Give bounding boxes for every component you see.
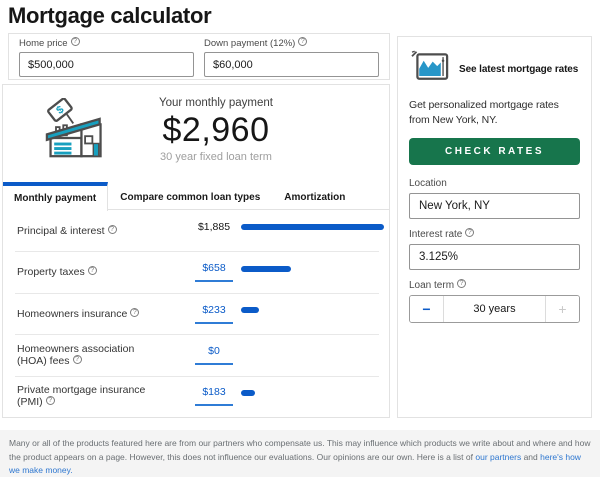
disclaimer-text: and bbox=[521, 451, 541, 462]
down-payment-field-group: Down payment (12%)? bbox=[204, 37, 379, 79]
help-icon[interactable]: ? bbox=[45, 396, 55, 406]
breakdown-row-value[interactable]: $658 bbox=[195, 262, 233, 283]
payment-summary-card: $ Your monthly payment $2,960 30 year fi… bbox=[2, 84, 390, 418]
help-icon[interactable]: ? bbox=[298, 37, 308, 46]
loan-term-decrement-button[interactable]: − bbox=[410, 296, 444, 323]
loan-inputs-card: Home price? Down payment (12%)? bbox=[8, 33, 390, 80]
help-icon[interactable]: ? bbox=[72, 354, 82, 364]
check-rates-button[interactable]: CHECK RATES bbox=[409, 138, 580, 166]
home-price-input[interactable] bbox=[19, 52, 194, 77]
interest-rate-input[interactable] bbox=[409, 244, 580, 271]
breakdown-row: Property taxes? $658 bbox=[3, 251, 389, 292]
help-icon[interactable]: ? bbox=[107, 224, 117, 234]
breakdown-row-label: Principal & interest? bbox=[17, 224, 161, 237]
breakdown-row-bar bbox=[241, 265, 291, 272]
breakdown-row: Principal & interest? $1,885 bbox=[3, 210, 389, 251]
disclaimer-text: Many or all of the products featured her… bbox=[9, 438, 591, 462]
disclaimer: Many or all of the products featured her… bbox=[0, 430, 600, 477]
loan-term-stepper: − 30 years + bbox=[409, 295, 580, 324]
breakdown-row-label: Private mortgage insurance (PMI)? bbox=[17, 384, 146, 409]
monthly-payment-hero: $ Your monthly payment $2,960 30 year fi… bbox=[3, 85, 389, 182]
home-price-field-group: Home price? bbox=[19, 37, 194, 79]
breakdown-row-label: Homeowners association (HOA) fees? bbox=[17, 342, 135, 367]
breakdown-row: Private mortgage insurance (PMI)? $183 bbox=[3, 375, 389, 417]
rates-description: Get personalized mortgage rates from New… bbox=[409, 99, 559, 127]
loan-term-label: Loan term? bbox=[409, 279, 580, 291]
breakdown-row-value[interactable]: $183 bbox=[195, 386, 233, 407]
tab-monthly-payment[interactable]: Monthly payment bbox=[3, 182, 109, 211]
help-icon[interactable]: ? bbox=[457, 279, 467, 289]
down-payment-label: Down payment (12%)? bbox=[204, 37, 379, 49]
breakdown-row-value[interactable]: $233 bbox=[195, 304, 233, 324]
loan-term-value: 30 years bbox=[473, 303, 516, 316]
how-we-make-money-link[interactable]: here's how we make money. bbox=[9, 451, 581, 476]
location-input[interactable] bbox=[409, 193, 580, 220]
down-payment-input[interactable] bbox=[204, 52, 379, 77]
payment-breakdown-list: Principal & interest? $1,885 Property taxe… bbox=[3, 210, 389, 417]
loan-term-increment-button[interactable]: + bbox=[545, 296, 579, 323]
breakdown-row-bar bbox=[241, 224, 384, 231]
tab-amortization[interactable]: Amortization bbox=[284, 192, 346, 203]
tab-compare-loan-types[interactable]: Compare common loan types bbox=[120, 192, 261, 203]
location-label: Location bbox=[409, 178, 447, 190]
monthly-payment-amount: $2,960 bbox=[162, 111, 270, 149]
breakdown-row: Homeowners insurance? $233 bbox=[3, 292, 389, 334]
rates-header: See latest mortgage rates bbox=[409, 49, 580, 90]
help-icon[interactable]: ? bbox=[70, 37, 80, 46]
rate-chart-icon bbox=[409, 49, 451, 90]
breakdown-row-label: Homeowners insurance? bbox=[17, 307, 161, 320]
help-icon[interactable]: ? bbox=[465, 228, 475, 238]
house-price-tag-icon: $ bbox=[45, 97, 107, 163]
help-icon[interactable]: ? bbox=[87, 266, 97, 276]
loan-term-subtitle: 30 year fixed loan term bbox=[160, 151, 272, 163]
rates-title: See latest mortgage rates bbox=[459, 64, 579, 75]
help-icon[interactable]: ? bbox=[130, 307, 140, 317]
our-partners-link[interactable]: our partners bbox=[475, 451, 522, 462]
monthly-payment-caption: Your monthly payment bbox=[158, 97, 273, 109]
breakdown-row-value[interactable]: $0 bbox=[195, 345, 233, 365]
home-price-label: Home price? bbox=[19, 37, 194, 49]
page-title: Mortgage calculator bbox=[8, 3, 212, 28]
payment-tabs: Monthly payment Compare common loan types… bbox=[3, 182, 389, 211]
mortgage-rates-card: See latest mortgage rates Get personaliz… bbox=[397, 36, 592, 418]
breakdown-row-bar bbox=[241, 307, 259, 314]
interest-rate-label: Interest rate? bbox=[409, 228, 580, 240]
monthly-payment-display: Your monthly payment $2,960 30 year fixe… bbox=[43, 85, 389, 163]
breakdown-row: Homeowners association (HOA) fees? $0 bbox=[3, 334, 389, 375]
breakdown-row-label: Property taxes? bbox=[17, 266, 161, 278]
breakdown-row-bar bbox=[241, 389, 255, 396]
breakdown-row-value: $1,885 bbox=[197, 220, 231, 233]
